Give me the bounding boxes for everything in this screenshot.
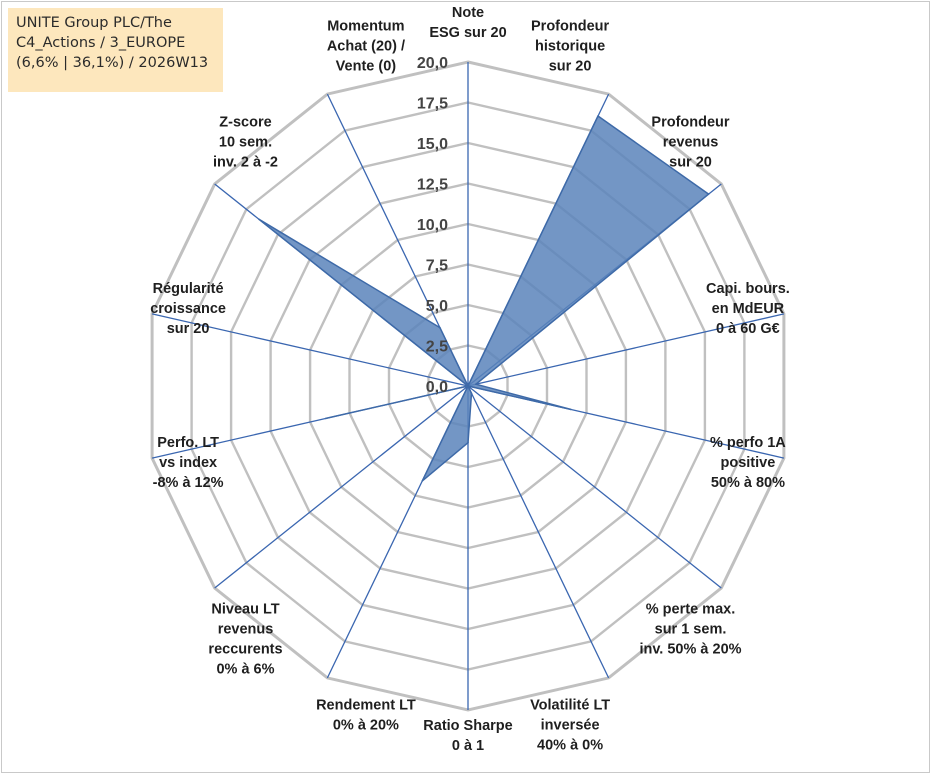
axis-label-line: revenus (663, 134, 719, 150)
axis-label-line: revenus (218, 622, 274, 638)
axis-label-line: 50% à 80% (711, 475, 785, 491)
axis-spoke (467, 385, 722, 589)
axis-label-line: en MdEUR (712, 301, 785, 317)
axis-label-line: Perfo. LT (157, 435, 219, 451)
axis-label-line: inv. 2 à -2 (213, 154, 278, 170)
axis-label-line: positive (721, 455, 776, 471)
axis-label: Note ESG sur 20 (429, 5, 506, 41)
axis-label-line: ESG sur 20 (429, 25, 506, 41)
axis-label-line: Profondeur (651, 114, 729, 130)
axis-label-line: Capi. bours. (706, 281, 790, 297)
axis-label-line: Régularité (153, 281, 224, 297)
axis-label-line: reccurents (208, 642, 282, 658)
axis-label-line: Achat (20) / (327, 38, 405, 54)
chart-title-line-1: UNITE Group PLC/The (16, 15, 172, 31)
axis-label-line: 0% à 6% (216, 662, 274, 678)
axis-label-line: Niveau LT (211, 602, 279, 618)
data-point (569, 408, 572, 411)
tick-label: 20,0 (417, 55, 448, 72)
axis-label: Volatilité LT inversée 40% à 0% (530, 698, 610, 754)
axis-label: Profondeur historique sur 20 (531, 18, 609, 74)
axis-label-line: -8% à 12% (153, 475, 224, 491)
axis-label-line: % perte max. (646, 602, 735, 618)
data-point (467, 441, 469, 444)
axis-label-line: 40% à 0% (537, 738, 603, 754)
data-point (421, 480, 424, 482)
axis-label: % perfo 1A positive 50% à 80% (710, 435, 786, 491)
axis-label-line: vs index (159, 455, 217, 471)
axis-label-line: sur 20 (549, 58, 592, 74)
tick-label: 10,0 (417, 217, 448, 234)
data-point (707, 193, 710, 195)
axis-label-line: sur 20 (669, 154, 712, 170)
axis-label-line: 0% à 20% (333, 718, 399, 734)
axis-spoke (467, 385, 610, 679)
axis-label-line: sur 1 sem. (655, 622, 727, 638)
axis-spoke (467, 313, 785, 387)
tick-label: 5,0 (426, 298, 448, 315)
axis-label-line: inv. 50% à 20% (639, 642, 741, 658)
tick-label: 15,0 (417, 136, 448, 153)
axis-label: Capi. bours. en MdEUR 0 à 60 G€ (706, 281, 790, 337)
tick-label: 2,5 (426, 339, 448, 356)
axis-label-line: % perfo 1A (710, 435, 786, 451)
axis-label-line: Ratio Sharpe (423, 718, 512, 734)
axis-label-line: Momentum (327, 18, 404, 34)
axis-label: Rendement LT 0% à 20% (316, 698, 416, 734)
axis-label-line: Note (452, 5, 484, 21)
chart-title-line-2: C4_Actions / 3_EUROPE (16, 35, 186, 51)
axis-label-line: inversée (541, 718, 600, 734)
axis-label-line: Vente (0) (336, 58, 397, 74)
axis-label-line: Profondeur (531, 18, 609, 34)
data-point (439, 326, 441, 329)
axis-label: Régularité croissance sur 20 (150, 281, 226, 337)
chart-title-line-3: (6,6% | 36,1%) / 2026W13 (16, 55, 209, 71)
tick-label: 0,0 (426, 379, 448, 396)
chart-title-box: UNITE Group PLC/The C4_Actions / 3_EUROP… (8, 8, 223, 92)
data-point (258, 218, 260, 221)
axis-spoke (214, 385, 469, 589)
axis-label-line: Rendement LT (316, 698, 416, 714)
axis-label-line: Volatilité LT (530, 698, 610, 714)
axis-label-line: sur 20 (167, 321, 210, 337)
axis-label: Momentum Achat (20) / Vente (0) (327, 18, 405, 74)
axis-label: % perte max. sur 1 sem. inv. 50% à 20% (639, 602, 741, 658)
axis-label-line: 0 à 60 G€ (716, 321, 780, 337)
data-point (470, 392, 473, 395)
axis-label: Perfo. LT vs index -8% à 12% (153, 435, 224, 491)
axis-label-line: 10 sem. (219, 134, 272, 150)
data-point (597, 115, 599, 117)
tick-label: 12,5 (417, 177, 448, 194)
tick-label: 17,5 (417, 96, 448, 113)
data-point (325, 417, 327, 420)
axis-spoke (151, 313, 469, 387)
axis-label: Niveau LT revenus reccurents 0% à 6% (208, 602, 282, 678)
axis-label-line: croissance (150, 301, 226, 317)
data-point (475, 383, 477, 386)
axis-label: Ratio Sharpe 0 à 1 (423, 718, 512, 754)
axis-label: Z-score 10 sem. inv. 2 à -2 (213, 114, 278, 170)
axis-label-line: historique (535, 38, 605, 54)
data-point (467, 385, 469, 387)
axis-label-line: Z-score (219, 114, 271, 130)
axis-label-line: 0 à 1 (452, 738, 484, 754)
axis-label: Profondeur revenus sur 20 (651, 114, 729, 170)
tick-label: 7,5 (426, 258, 448, 275)
